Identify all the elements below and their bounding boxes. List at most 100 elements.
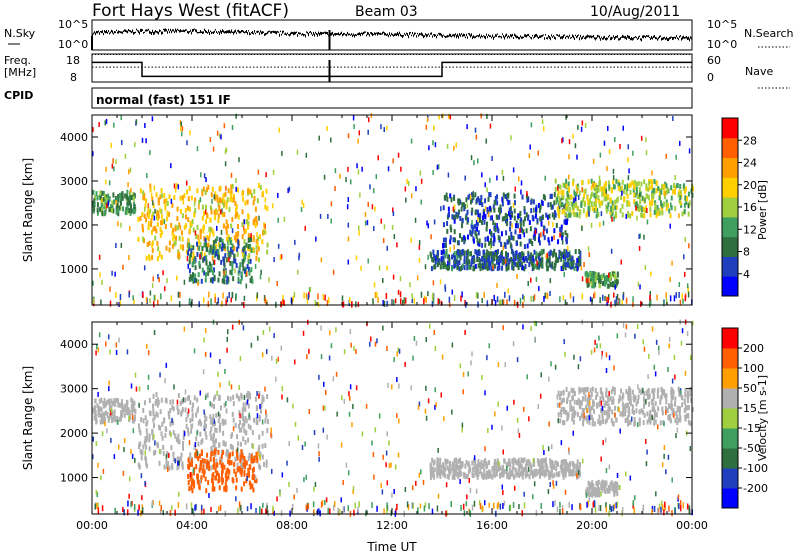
echo-cell <box>670 396 673 402</box>
echo-cell <box>599 420 602 426</box>
noise-cell <box>223 270 225 276</box>
echo-cell <box>643 412 646 418</box>
echo-cell <box>482 249 485 255</box>
echo-cell <box>626 193 629 199</box>
colorbar-tick-label: 24 <box>743 157 757 170</box>
echo-cell <box>480 471 483 477</box>
echo-cell <box>237 270 240 276</box>
echo-cell <box>245 478 248 484</box>
echo-cell <box>590 202 593 208</box>
echo-cell <box>562 397 565 403</box>
echo-cell <box>211 186 214 192</box>
echo-cell <box>679 190 682 196</box>
echo-cell <box>531 241 534 247</box>
sky-sample <box>145 29 146 32</box>
noise-cell <box>574 196 577 202</box>
echo-cell <box>569 403 572 409</box>
echo-cell <box>188 185 191 191</box>
noise-cell <box>104 120 106 126</box>
echo-cell <box>670 400 673 406</box>
echo-cell <box>157 402 160 408</box>
noise-cell <box>347 166 349 172</box>
echo-cell <box>563 462 566 468</box>
noise-cell <box>216 130 219 136</box>
sky-sample <box>565 36 566 39</box>
echo-cell <box>613 390 616 396</box>
echo-cell <box>651 407 654 413</box>
sky-sample <box>286 33 287 36</box>
noise-cell <box>447 172 450 178</box>
ground-scatter-cell <box>615 296 618 303</box>
echo-cell <box>144 203 147 209</box>
echo-cell <box>180 452 183 458</box>
noise-cell <box>440 206 442 212</box>
echo-cell <box>198 453 201 459</box>
noise-cell <box>106 203 108 209</box>
echo-cell <box>216 462 219 468</box>
echo-cell <box>236 434 239 440</box>
noise-cell <box>473 160 475 166</box>
echo-cell <box>625 389 628 395</box>
sky-sample <box>211 31 212 35</box>
sky-sample <box>325 31 326 35</box>
echo-cell <box>98 398 101 404</box>
ground-scatter-cell <box>190 301 193 308</box>
noise-cell <box>678 281 681 287</box>
echo-cell <box>103 193 106 199</box>
echo-cell <box>252 466 255 472</box>
echo-cell <box>467 217 470 223</box>
echo-cell <box>529 470 532 476</box>
echo-cell <box>634 192 637 198</box>
echo-cell <box>214 427 217 433</box>
echo-cell <box>152 403 155 409</box>
echo-cell <box>659 420 662 426</box>
echo-cell <box>477 459 480 465</box>
echo-cell <box>221 463 224 469</box>
echo-cell <box>464 463 467 469</box>
echo-cell <box>219 459 222 465</box>
echo-cell <box>190 484 193 490</box>
echo-cell <box>504 242 507 248</box>
sky-sample <box>151 31 152 36</box>
echo-cell <box>645 183 648 189</box>
sky-sample <box>524 34 525 37</box>
sky-sample <box>614 36 615 40</box>
echo-cell <box>140 417 143 423</box>
echo-cell <box>111 417 114 423</box>
noise-cell <box>477 217 479 223</box>
echo-cell <box>601 275 604 281</box>
echo-cell <box>176 405 179 411</box>
echo-cell <box>519 471 522 477</box>
echo-cell <box>560 390 563 396</box>
sky-sample <box>125 29 126 32</box>
echo-cell <box>148 446 151 452</box>
echo-cell <box>250 275 253 281</box>
echo-cell <box>190 423 193 429</box>
echo-cell <box>522 221 525 227</box>
echo-cell <box>633 394 636 400</box>
ground-scatter-cell <box>324 294 326 301</box>
echo-cell <box>523 206 526 212</box>
sky-sample <box>426 34 427 38</box>
sky-sample <box>104 30 105 33</box>
echo-cell <box>234 472 237 478</box>
sky-sample <box>164 28 165 32</box>
echo-cell <box>472 466 475 472</box>
sky-sample <box>369 34 370 37</box>
sky-sample <box>228 30 229 34</box>
echo-cell <box>105 410 108 416</box>
echo-cell <box>213 245 216 251</box>
echo-cell <box>560 412 563 418</box>
echo-cell <box>199 234 202 240</box>
echo-cell <box>241 234 244 240</box>
echo-cell <box>458 471 461 477</box>
sky-sample <box>248 30 249 32</box>
sky-sample <box>193 28 194 32</box>
ground-scatter-cell <box>423 298 425 305</box>
echo-cell <box>490 215 493 221</box>
noise-cell <box>305 152 308 158</box>
echo-cell <box>503 468 506 474</box>
echo-cell <box>524 463 527 469</box>
noise-cell <box>516 274 518 280</box>
sky-sample <box>214 30 215 33</box>
